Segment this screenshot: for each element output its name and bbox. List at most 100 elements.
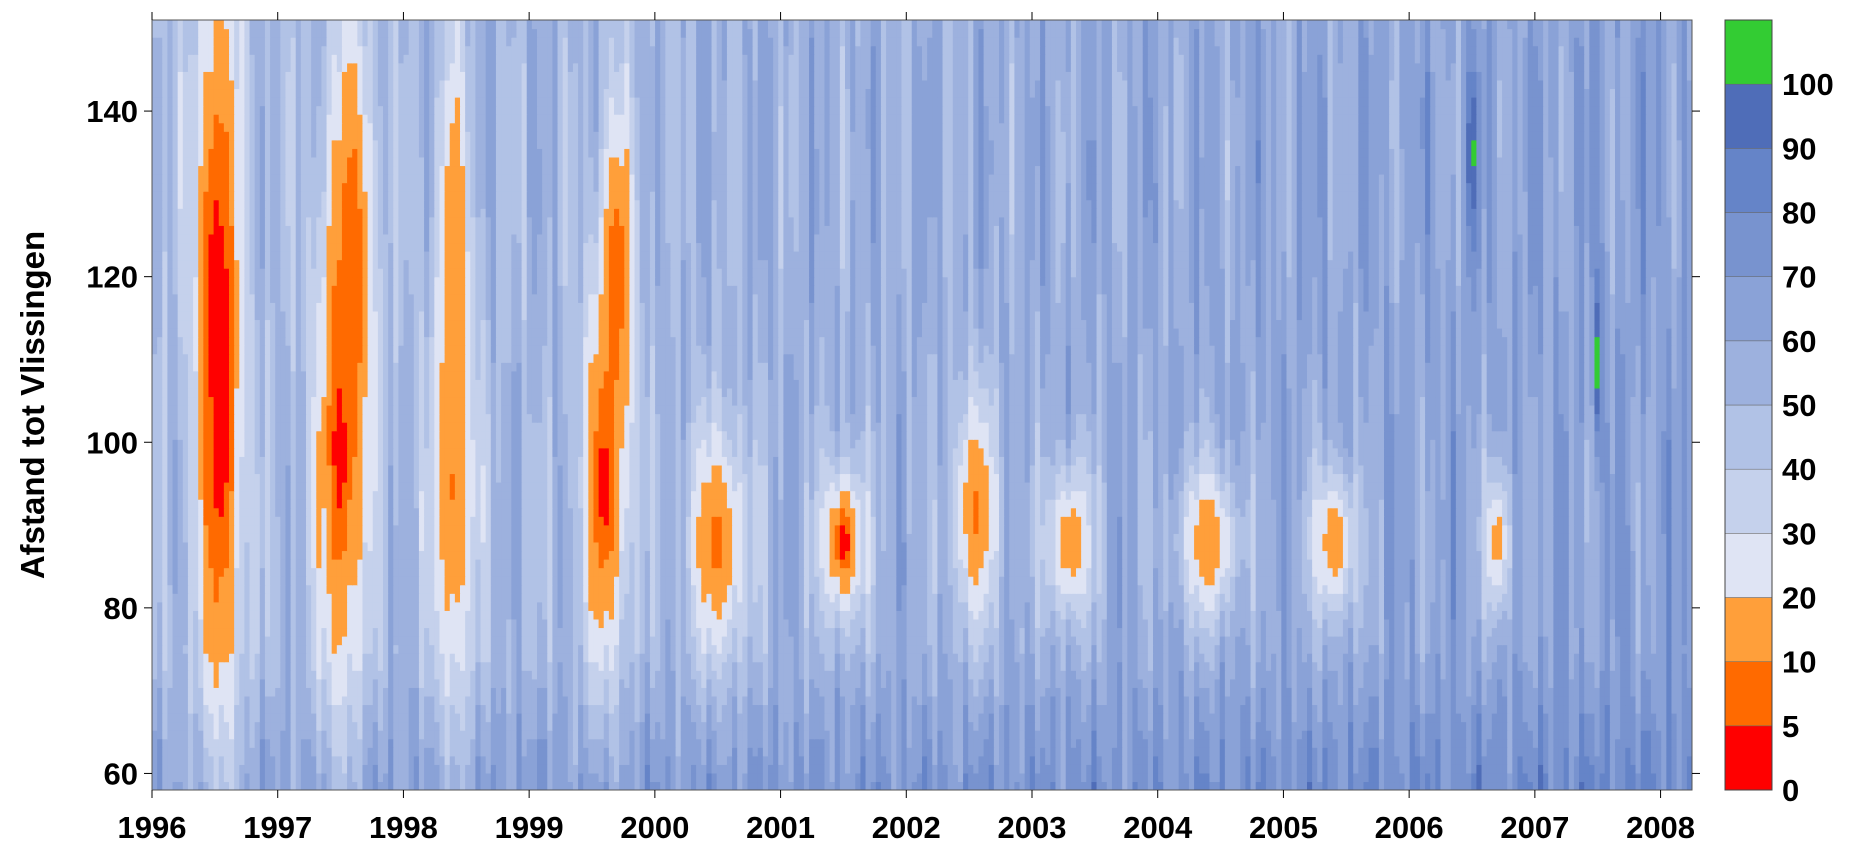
heatmap-cell [1440,670,1446,679]
heatmap-cell [1574,747,1580,756]
heatmap-cell [409,730,415,739]
heatmap-cell [250,662,256,671]
heatmap-cell [1271,662,1277,671]
heatmap-cell [522,781,528,790]
heatmap-cell [830,696,836,705]
heatmap-cell [419,747,425,756]
heatmap-cell [835,730,841,739]
heatmap-cell [306,747,312,756]
heatmap-cell [1179,687,1185,696]
heatmap-cell [984,773,990,782]
heatmap-cell [1579,679,1585,688]
heatmap-cell [1446,722,1452,731]
heatmap-cell [1605,696,1611,705]
heatmap-cell [434,781,440,790]
heatmap-cell [1425,756,1431,765]
heatmap-cell [809,687,815,696]
heatmap-cell [342,679,348,688]
heatmap-cell [1009,679,1015,688]
heatmap-cell [409,781,415,790]
heatmap-cell [588,739,594,748]
heatmap-cell [747,670,753,679]
heatmap-cell [948,756,954,765]
heatmap-cell [871,662,877,671]
heatmap-cell [932,679,938,688]
heatmap-cell [830,679,836,688]
heatmap-cell [1030,781,1036,790]
heatmap-cell [922,773,928,782]
heatmap-cell [1379,722,1385,731]
heatmap-cell [1112,722,1118,731]
heatmap-cell [527,687,533,696]
heatmap-cell [214,662,220,671]
heatmap-cell [943,781,949,790]
heatmap-cell [1266,781,1272,790]
heatmap-cell [1261,747,1267,756]
heatmap-cell [1199,679,1205,688]
heatmap-cell [244,704,250,713]
heatmap-cell [1174,773,1180,782]
heatmap-cell [1507,739,1513,748]
heatmap-cell [1543,722,1549,731]
heatmap-cell [629,773,635,782]
heatmap-cell [265,739,271,748]
heatmap-cell [1399,687,1405,696]
heatmap-cell [1050,696,1056,705]
heatmap-cell [1158,722,1164,731]
heatmap-cell [609,653,615,662]
heatmap-cell [332,739,338,748]
heatmap-cell [1204,662,1210,671]
heatmap-cell [773,773,779,782]
heatmap-cell [1271,781,1277,790]
heatmap-cell [778,679,784,688]
heatmap-cell [1671,696,1677,705]
heatmap-cell [414,704,420,713]
heatmap-cell [922,679,928,688]
heatmap-cell [1399,764,1405,773]
heatmap-cell [321,773,327,782]
heatmap-cell [963,764,969,773]
heatmap-cell [1071,764,1077,773]
heatmap-cell [609,713,615,722]
heatmap-cell [316,696,322,705]
heatmap-cell [332,687,338,696]
heatmap-cell [1132,662,1138,671]
heatmap-cell [1261,756,1267,765]
heatmap-cell [1050,704,1056,713]
heatmap-cell [173,739,179,748]
heatmap-cell [255,662,261,671]
heatmap-cell [280,739,286,748]
heatmap-cell [1410,679,1416,688]
heatmap-cell [1066,696,1072,705]
heatmap-cell [1230,730,1236,739]
heatmap-cell [1456,756,1462,765]
heatmap-cell [614,687,620,696]
heatmap-cell [224,730,230,739]
heatmap-cell [434,696,440,705]
heatmap-cell [1348,704,1354,713]
heatmap-cell [691,704,697,713]
heatmap-cell [1656,747,1662,756]
heatmap-cell [552,756,558,765]
heatmap-cell [1153,773,1159,782]
heatmap-cell [1605,739,1611,748]
heatmap-cell [1548,670,1554,679]
heatmap-cell [424,662,430,671]
heatmap-cell [1271,704,1277,713]
heatmap-cell [665,764,671,773]
heatmap-cell [999,687,1005,696]
heatmap-cell [876,722,882,731]
heatmap-cell [830,764,836,773]
heatmap-cell [1209,739,1215,748]
heatmap-cell [1312,670,1318,679]
heatmap-cell [414,687,420,696]
heatmap-cell [337,653,343,662]
heatmap-cell [963,739,969,748]
heatmap-cell [1286,679,1292,688]
heatmap-cell [362,662,368,671]
heatmap-cell [1358,781,1364,790]
heatmap-cell [1333,747,1339,756]
heatmap-cell [393,713,399,722]
heatmap-cell [1492,670,1498,679]
heatmap-cell [599,764,605,773]
